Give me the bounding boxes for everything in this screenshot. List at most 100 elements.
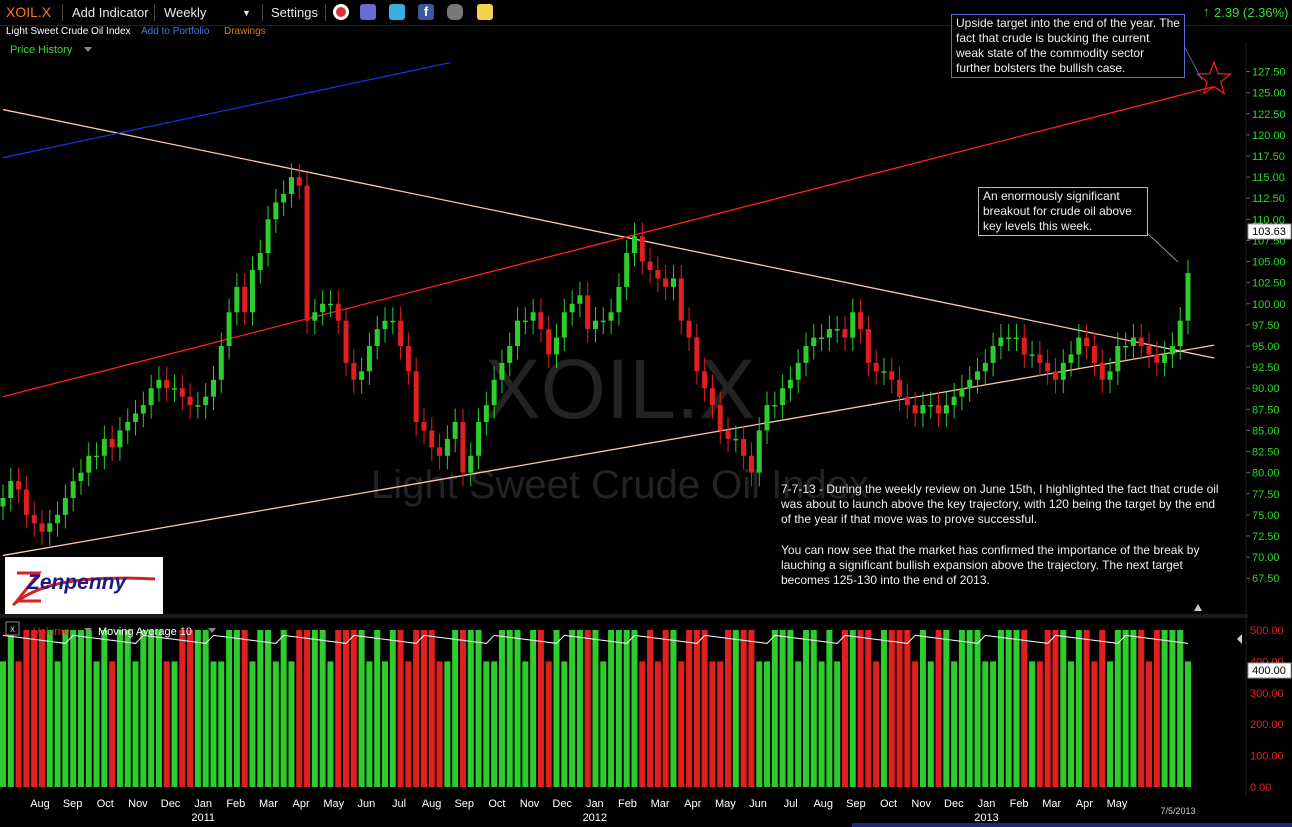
close-icon[interactable]: x <box>10 624 15 635</box>
last-volume-value: 400.00 <box>1252 665 1286 677</box>
moving-average-label[interactable]: Moving Average 10 <box>98 626 192 638</box>
x-axis-month-label: Nov <box>520 798 540 810</box>
volume-bar <box>101 630 108 787</box>
volume-label[interactable]: Volume <box>33 626 70 638</box>
price-axis-label: 90.00 <box>1252 383 1280 395</box>
scrollbar-track[interactable] <box>852 823 1292 827</box>
candle-body <box>694 337 700 372</box>
chevron-down-icon[interactable]: ▼ <box>242 8 251 18</box>
price-axis-label: 115.00 <box>1252 172 1285 184</box>
volume-bar <box>615 630 622 787</box>
candle-body <box>975 371 981 380</box>
candle-body <box>678 278 684 321</box>
close-volume-button[interactable] <box>5 621 20 636</box>
volume-bar <box>467 630 474 787</box>
candle-body <box>741 438 747 456</box>
candle-body <box>920 405 926 414</box>
volume-bar <box>787 630 794 787</box>
candle-body <box>733 438 739 441</box>
binoculars-icon[interactable] <box>447 4 463 20</box>
volume-bar <box>709 661 716 787</box>
volume-bar <box>1177 630 1184 787</box>
candle-body <box>133 413 139 422</box>
note-icon[interactable] <box>477 4 493 20</box>
volume-bar <box>389 630 396 787</box>
alarm-clock-icon[interactable] <box>333 4 349 20</box>
book-icon[interactable] <box>360 4 376 20</box>
chevron-down-icon[interactable] <box>84 47 92 52</box>
volume-bar <box>997 630 1004 787</box>
candle-body <box>382 320 388 330</box>
candle-body <box>187 396 193 406</box>
volume-bar <box>654 661 661 787</box>
volume-bar <box>1091 661 1098 787</box>
volume-bar <box>631 630 638 787</box>
volume-bar <box>966 630 973 787</box>
price-axis-label: 85.00 <box>1252 425 1280 437</box>
candle-body <box>117 430 123 448</box>
volume-bar <box>1075 630 1082 787</box>
candle-body <box>631 236 637 254</box>
candle-body <box>62 498 68 515</box>
volume-bar <box>171 661 178 787</box>
x-axis-month-label: Apr <box>684 798 701 810</box>
candle-body <box>873 362 879 372</box>
candle-body <box>577 295 583 304</box>
settings-button[interactable]: Settings <box>271 5 318 20</box>
volume-bar <box>7 630 14 787</box>
x-axis-month-label: Dec <box>944 798 964 810</box>
scroll-up-icon[interactable] <box>1194 604 1202 611</box>
candle-body <box>530 312 536 321</box>
volume-bar <box>179 630 186 787</box>
price-axis-label: 77.50 <box>1252 489 1280 501</box>
add-to-portfolio-link[interactable]: Add to Portfolio <box>141 26 210 37</box>
volume-bar <box>545 661 552 787</box>
candle-body <box>1130 337 1136 346</box>
chevron-down-icon[interactable] <box>208 628 216 633</box>
chevron-down-icon[interactable] <box>84 628 92 633</box>
candle-body <box>374 329 380 346</box>
add-indicator-button[interactable]: Add Indicator <box>72 5 149 20</box>
volume-bar <box>413 630 420 787</box>
volume-bar <box>647 630 654 787</box>
facebook-icon[interactable]: f <box>418 4 434 20</box>
x-axis-month-label: Feb <box>1010 798 1029 810</box>
trendline-trajectory <box>2 85 1215 398</box>
chart-subheader: Light Sweet Crude Oil Index Add to Portf… <box>0 25 600 41</box>
upside-callout-line <box>1181 41 1203 81</box>
symbol-field[interactable]: XOIL.X <box>6 4 52 20</box>
volume-bar <box>1044 630 1051 787</box>
period-select[interactable]: Weekly <box>164 5 207 20</box>
volume-bar <box>54 661 61 787</box>
candle-body <box>172 388 178 390</box>
candle-body <box>1068 354 1074 363</box>
volume-bar <box>366 661 373 787</box>
candle-body <box>288 177 294 194</box>
price-axis-label: 120.00 <box>1252 130 1286 142</box>
last-price-value: 103.63 <box>1252 226 1286 238</box>
volume-bar <box>187 630 194 787</box>
candle-body <box>663 278 669 287</box>
x-axis-month-label: Aug <box>30 798 50 810</box>
panel-divider[interactable] <box>0 614 1248 618</box>
candle-body <box>312 312 318 321</box>
expand-left-icon[interactable] <box>1237 634 1242 644</box>
x-axis-month-label: Aug <box>813 798 833 810</box>
drawings-link[interactable]: Drawings <box>224 26 266 37</box>
candle-body <box>343 320 349 363</box>
candle-body <box>850 312 856 338</box>
volume-bar <box>109 661 116 787</box>
candle-body <box>125 422 131 431</box>
twitter-icon[interactable] <box>389 4 405 20</box>
price-axis-label: 95.00 <box>1252 341 1280 353</box>
volume-bar <box>374 630 381 787</box>
candle-body <box>1138 337 1144 346</box>
candle-body <box>491 379 497 406</box>
volume-bar <box>233 630 240 787</box>
candle-body <box>203 396 209 406</box>
price-history-label[interactable]: Price History <box>10 44 73 56</box>
volume-bar <box>943 630 950 787</box>
volume-bar <box>304 630 311 787</box>
x-axis-month-label: Apr <box>293 798 310 810</box>
candle-body <box>639 236 645 262</box>
